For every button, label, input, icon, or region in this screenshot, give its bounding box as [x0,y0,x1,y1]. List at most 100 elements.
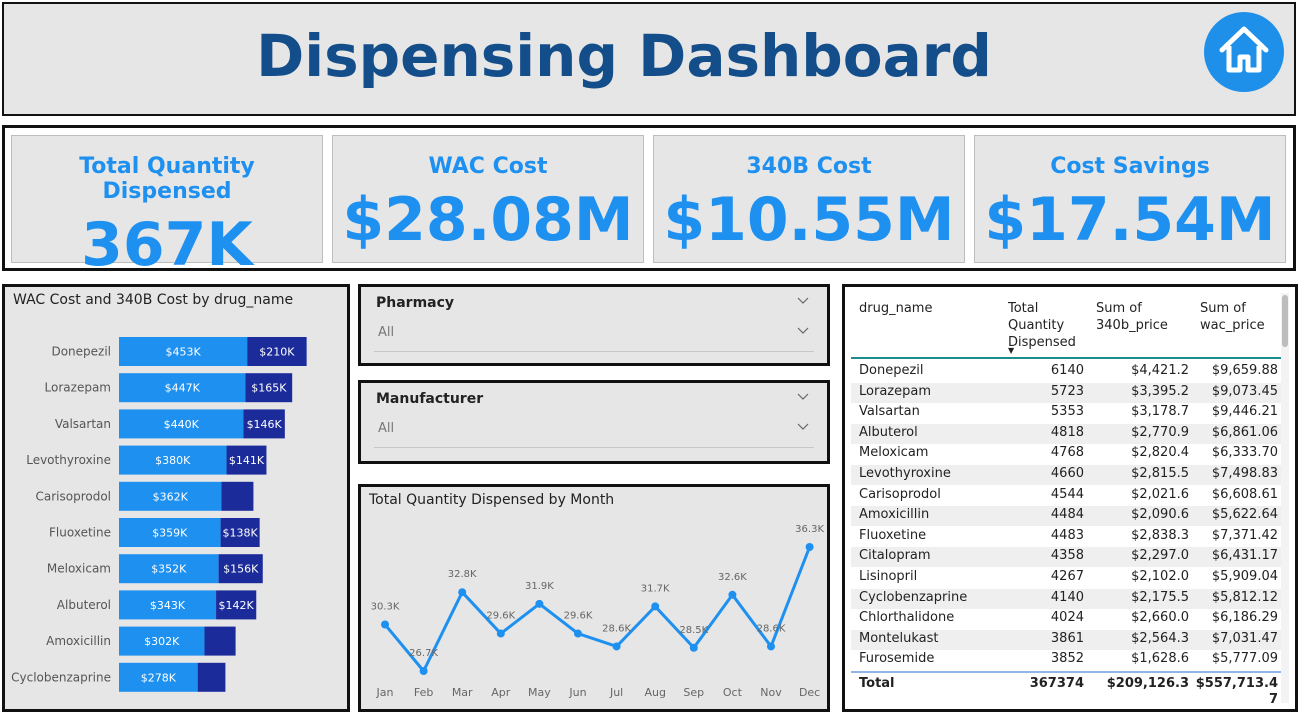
table-row[interactable] [851,547,1283,568]
bar-category-label: Lorazepam [45,381,111,395]
bar-wac [119,373,246,403]
column-header[interactable]: Sum of wac_price [1200,301,1265,333]
kpi-value: $28.08M [342,185,634,255]
line-data-label: 26.7K [409,648,438,659]
bar-data-label: $138K [223,527,259,540]
table-cell-wac: $5,777.09 [1211,651,1278,667]
kpi-value: $10.55M [663,185,955,255]
table-row[interactable] [851,506,1283,527]
column-header[interactable]: Total Quantity Dispensed [1008,301,1076,350]
chevron-down-icon[interactable] [797,327,809,335]
table-total-340b: $209,126.3 [1106,676,1189,691]
table-cell-quantity: 4483 [1050,527,1084,543]
table-cell-drug: Citalopram [859,548,931,564]
bar-data-label: $302K [144,635,180,648]
kpi-label: 340B Cost [746,154,872,179]
table-cell-drug: Lorazepam [859,383,931,399]
bar-data-label: $278K [141,671,177,684]
line-data-label: 32.6K [718,572,747,583]
table-cell-wac: $7,371.42 [1211,527,1278,543]
bar-wac [119,337,248,366]
month-tick-label: May [528,686,551,699]
kpi-value: 367K [81,210,253,280]
scrollbar-thumb[interactable] [1282,295,1288,347]
kpi-label: Cost Savings [1050,154,1210,179]
bar-data-label: $343K [150,599,186,612]
table-cell-quantity: 4544 [1050,486,1084,502]
chevron-down-icon[interactable] [797,423,809,431]
column-header[interactable]: drug_name [859,301,933,316]
bar-category-label: Amoxicillin [46,634,111,648]
bar-category-label: Meloxicam [47,562,111,576]
table-cell-quantity: 4818 [1050,424,1084,440]
bar-data-label: $210K [259,346,295,359]
table-cell-quantity: 3861 [1050,630,1084,646]
bar-340b [220,518,260,547]
month-tick-label: Aug [644,686,665,699]
table-row[interactable] [851,588,1283,609]
line-data-label: 28.5K [679,625,708,636]
bar-chart-title: WAC Cost and 340B Cost by drug_name [13,292,294,308]
bar-340b [216,590,257,620]
table-cell-quantity: 5723 [1050,383,1084,399]
table-cell-wac: $7,031.47 [1211,630,1278,646]
table-cell-drug: Chlorthalidone [859,610,955,626]
month-tick-label: Oct [723,686,743,699]
chevron-down-icon[interactable] [797,297,809,305]
table-cell-drug: Montelukast [859,630,939,646]
table-cell-wac: $6,861.06 [1211,424,1278,440]
line-chart-title: Total Quantity Dispensed by Month [369,492,615,508]
table-cell-340b: $3,395.2 [1131,383,1189,399]
bar-data-label: $453K [165,346,201,359]
line-data-label: 31.7K [641,583,670,594]
table-row[interactable] [851,423,1283,444]
bar-data-label: $156K [223,563,259,576]
line-data-label: 32.8K [448,569,477,580]
table-cell-quantity: 6140 [1050,363,1084,378]
bar-wac [119,554,219,584]
table-cell-drug: Fluoxetine [859,527,927,543]
table-row[interactable] [851,465,1283,485]
table-total-wac: $557,713.47 [1195,676,1278,707]
bar-340b [243,409,285,439]
table-cell-340b: $2,021.6 [1131,486,1189,502]
table-cell-drug: Donepezil [859,363,924,378]
pharmacy-dropdown[interactable]: All [378,325,395,340]
table-cell-quantity: 4768 [1050,445,1084,461]
divider [374,351,814,352]
table-row[interactable] [851,382,1283,403]
table-cell-340b: $3,178.7 [1131,404,1189,420]
table-cell-wac: $5,622.64 [1211,507,1278,523]
month-tick-label: Jan [376,686,394,699]
bar-data-label: $141K [229,454,265,467]
bar-category-label: Cyclobenzaprine [11,670,111,684]
scrollbar-track[interactable] [1281,293,1289,703]
kpi-card-total-quantity: Total Quantity Dispensed 367K [11,135,323,280]
table-cell-quantity: 4484 [1050,507,1084,523]
home-button[interactable] [1204,12,1284,92]
line-point [419,667,428,675]
table-cell-wac: $9,659.88 [1211,363,1278,378]
line-point [651,602,660,611]
month-tick-label: Nov [760,686,782,699]
series-line [383,546,811,673]
line-data-label: 28.6K [757,623,786,634]
table-cell-wac: $6,431.17 [1211,548,1278,564]
table-cell-340b: $2,660.0 [1131,610,1189,626]
bar-340b [245,373,293,403]
line-data-label: 31.9K [525,581,554,592]
table-row[interactable] [851,629,1283,650]
bar-340b [247,337,307,366]
chevron-down-icon[interactable] [797,393,809,401]
drug-table-panel: drug_name Total Quantity Dispensed Sum of … [842,284,1298,712]
sort-indicator-icon[interactable]: ▼ [1008,346,1015,355]
column-header[interactable]: Sum of 340b_price [1096,301,1168,333]
table-cell-drug: Valsartan [859,404,920,420]
month-tick-label: Mar [452,686,473,699]
manufacturer-dropdown[interactable]: All [378,421,395,436]
table-cell-drug: Levothyroxine [859,466,951,481]
month-tick-label: Jun [568,686,586,699]
kpi-card-340b-cost: 340B Cost $10.55M [653,135,965,263]
line-point [728,590,737,599]
line-point [458,588,467,597]
